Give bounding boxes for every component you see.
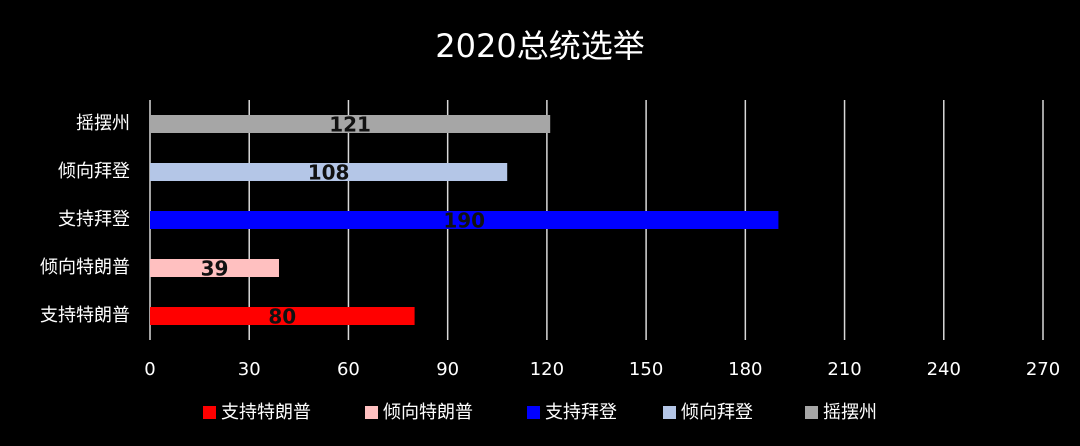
chart-title: 2020总统选举 [435, 27, 644, 65]
x-tick-label: 60 [337, 359, 360, 380]
x-tick-label: 210 [827, 359, 861, 380]
data-label: 190 [443, 209, 485, 233]
legend-label: 摇摆州 [823, 402, 877, 423]
legend-label: 支持特朗普 [221, 402, 311, 423]
y-tick-label: 倾向拜登 [58, 161, 130, 182]
x-tick-label: 270 [1026, 359, 1060, 380]
x-tick-label: 90 [436, 359, 459, 380]
legend-swatch [805, 406, 818, 419]
legend-swatch [663, 406, 676, 419]
y-tick-label: 支持拜登 [58, 209, 130, 230]
x-tick-label: 120 [530, 359, 564, 380]
data-label: 108 [308, 161, 350, 185]
bar [150, 307, 415, 325]
x-tick-label: 240 [927, 359, 961, 380]
x-tick-label: 0 [144, 359, 155, 380]
bar [150, 163, 508, 181]
legend-swatch [365, 406, 378, 419]
legend-swatch [203, 406, 216, 419]
legend-label: 倾向特朗普 [383, 402, 473, 423]
y-tick-label: 支持特朗普 [40, 305, 130, 326]
x-tick-label: 180 [728, 359, 762, 380]
legend-label: 支持拜登 [545, 402, 617, 423]
y-tick-label: 倾向特朗普 [40, 257, 130, 278]
bar [150, 211, 779, 229]
x-tick-label: 150 [629, 359, 663, 380]
data-label: 39 [201, 257, 229, 281]
bar [150, 115, 551, 133]
bar [150, 259, 279, 277]
x-tick-label: 30 [238, 359, 261, 380]
legend-swatch [527, 406, 540, 419]
data-label: 80 [268, 305, 296, 329]
data-label: 121 [329, 113, 371, 137]
legend-label: 倾向拜登 [681, 402, 753, 423]
y-tick-label: 摇摆州 [76, 113, 130, 134]
